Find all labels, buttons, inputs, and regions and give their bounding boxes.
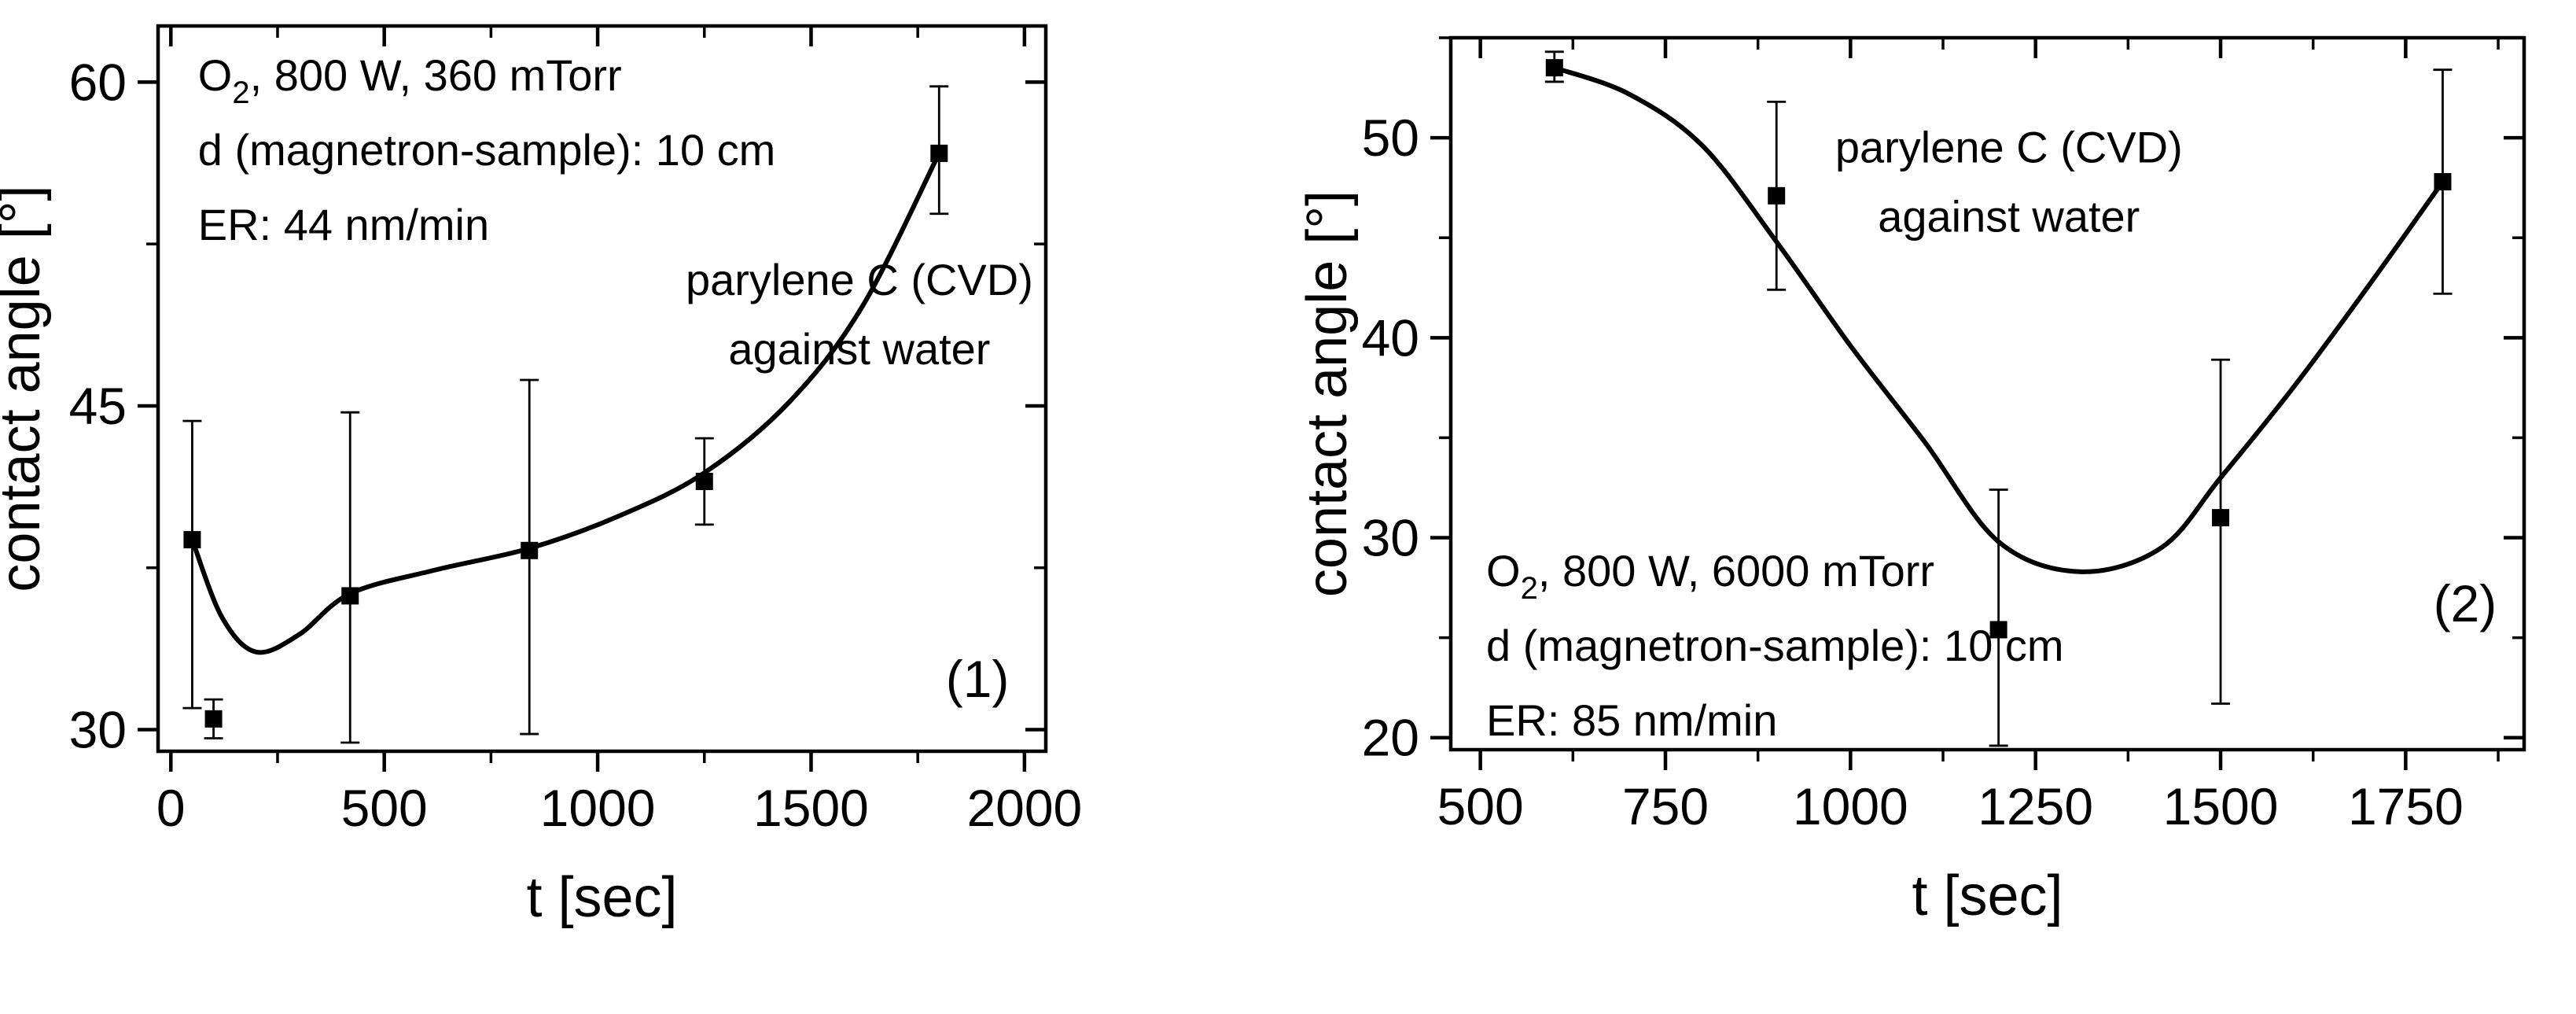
- x-tick-label: 1750: [2348, 777, 2464, 835]
- square-marker: [2212, 509, 2230, 527]
- square-marker: [204, 710, 223, 728]
- x-tick-label: 2000: [966, 779, 1082, 837]
- sample-annotation-line: parylene C (CVD): [686, 255, 1033, 304]
- y-tick-label: 20: [1362, 709, 1419, 767]
- conditions-line-gas: O2, 800 W, 6000 mTorr: [1486, 546, 1934, 606]
- square-marker: [1768, 186, 1786, 205]
- data-point: [1989, 489, 2008, 747]
- square-marker: [930, 144, 948, 162]
- x-tick-label: 0: [156, 779, 186, 837]
- conditions-line: d (magnetron-sample): 10 cm: [198, 125, 776, 175]
- sample-annotation-line: against water: [1878, 191, 2140, 241]
- x-axis-label: t [sec]: [1912, 865, 2063, 927]
- x-tick-label: 1000: [1793, 777, 1908, 835]
- y-tick-label: 60: [69, 53, 127, 111]
- y-tick-label: 45: [69, 377, 127, 435]
- conditions-line: ER: 44 nm/min: [198, 200, 489, 249]
- sample-annotation-line: against water: [728, 324, 990, 374]
- axes-frame: [1448, 35, 2526, 752]
- y-tick-label: 40: [1362, 308, 1419, 367]
- x-tick-label: 1000: [540, 779, 656, 837]
- axes-frame: [156, 24, 1048, 754]
- data-point: [1767, 100, 1787, 291]
- y-axis-label: contact angle [°]: [1296, 190, 1359, 597]
- y-tick-label: 30: [1362, 509, 1419, 567]
- y-tick-label: 50: [1362, 109, 1419, 167]
- square-marker: [1545, 59, 1563, 77]
- data-point: [340, 411, 360, 744]
- square-marker: [183, 531, 201, 549]
- sample-annotation-line: parylene C (CVD): [1835, 122, 2183, 171]
- y-axis-label: contact angle [°]: [0, 185, 52, 592]
- data-point: [182, 419, 202, 710]
- y-tick-label: 30: [69, 701, 127, 759]
- square-marker: [1989, 621, 2007, 639]
- conditions-line-gas: O2, 800 W, 360 mTorr: [198, 50, 622, 110]
- plot-panel-1: 0 500 1000 1500 2000 30 45 60 O2, 800 W, 360 mTo…: [0, 24, 1082, 929]
- data-point: [694, 437, 714, 526]
- data-point: [929, 85, 949, 216]
- data-point: [204, 698, 223, 739]
- x-tick-label: 500: [341, 779, 428, 837]
- x-axis-label: t [sec]: [526, 866, 677, 929]
- x-tick-label: 500: [1437, 777, 1524, 835]
- plot-panel-2: 500 750 1000 1250 1500 1750 20 30 40 50 O2, 800 W,…: [1296, 35, 2526, 927]
- x-tick-label: 1500: [753, 779, 869, 837]
- square-marker: [521, 541, 539, 559]
- square-marker: [695, 472, 713, 490]
- x-tick-label: 750: [1622, 777, 1709, 835]
- panel-number-label: (1): [946, 650, 1010, 708]
- x-tick-label: 1500: [2163, 777, 2279, 835]
- x-tick-label: 1250: [1978, 777, 2093, 835]
- square-marker: [341, 587, 359, 605]
- data-point: [520, 378, 539, 736]
- conditions-line: ER: 85 nm/min: [1486, 695, 1777, 745]
- data-point: [1544, 50, 1564, 83]
- square-marker: [2434, 173, 2452, 191]
- conditions-line: d (magnetron-sample): 10 cm: [1486, 621, 2064, 670]
- data-point: [2211, 358, 2231, 705]
- panel-number-label: (2): [2434, 574, 2497, 632]
- data-point: [2433, 68, 2453, 295]
